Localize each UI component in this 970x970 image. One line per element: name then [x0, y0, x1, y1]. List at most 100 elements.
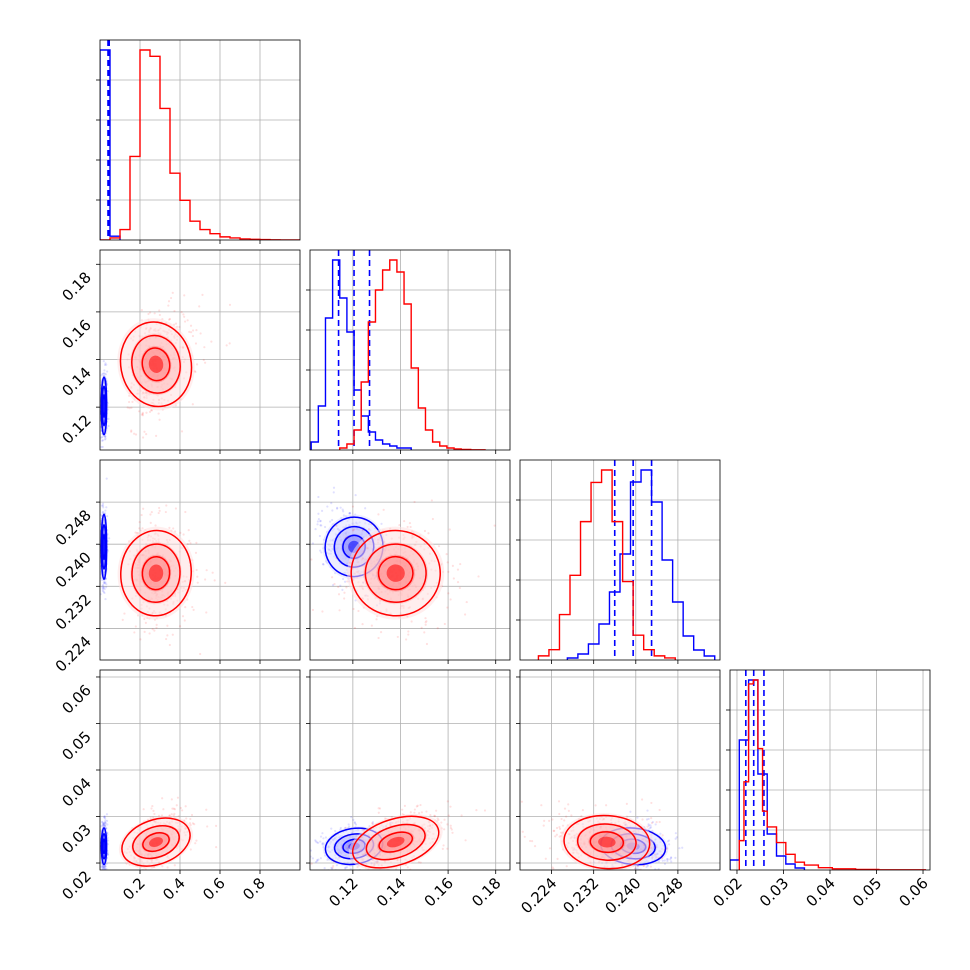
scatter-point — [346, 847, 349, 850]
scatter-point — [314, 840, 318, 843]
scatter-point — [198, 305, 201, 308]
scatter-point — [187, 529, 190, 532]
scatter-point — [144, 868, 147, 870]
scatter-point — [451, 564, 454, 567]
scatter-point — [104, 873, 106, 875]
scatter-point — [104, 509, 107, 512]
scatter-point — [102, 865, 105, 869]
scatter-point — [106, 823, 109, 826]
scatter-point — [675, 836, 678, 839]
scatter-point — [189, 848, 192, 851]
scatter-point — [341, 846, 344, 849]
scatter-point — [317, 518, 320, 521]
scatter-point — [149, 311, 152, 314]
scatter-point — [196, 581, 199, 584]
scatter-point — [663, 859, 666, 862]
scatter-point — [346, 580, 349, 583]
scatter-point — [186, 319, 189, 322]
scatter-point — [104, 597, 107, 601]
hist-step — [566, 469, 716, 660]
y-tick-label: 0.224 — [52, 633, 95, 676]
scatter-point — [101, 820, 104, 823]
scatter-point — [344, 826, 347, 829]
scatter-point — [177, 815, 180, 818]
scatter-point — [105, 813, 109, 816]
scatter-point — [101, 439, 105, 442]
scatter-point — [407, 630, 410, 633]
x-tick-label: 0.18 — [468, 874, 504, 910]
scatter-point — [319, 840, 322, 843]
scatter-point — [103, 867, 106, 870]
scatter-point — [324, 836, 328, 839]
scatter-point — [161, 865, 164, 868]
scatter-point — [174, 322, 178, 325]
scatter-point — [128, 875, 130, 877]
scatter-point — [191, 605, 194, 609]
scatter-point — [103, 363, 107, 366]
scatter-point — [195, 839, 198, 842]
scatter-point — [433, 814, 436, 817]
scatter-point — [425, 642, 429, 646]
scatter-point — [320, 551, 323, 554]
scatter-point — [348, 512, 352, 515]
scatter-point — [174, 507, 178, 510]
x-tick-label: 0.03 — [756, 874, 792, 910]
scatter-point — [165, 504, 168, 507]
scatter-point — [182, 533, 185, 536]
scatter-point — [153, 629, 156, 632]
scatter-point — [435, 809, 438, 812]
scatter-point — [424, 623, 427, 626]
scatter-point — [105, 827, 108, 830]
scatter-point — [102, 586, 105, 589]
scatter-point — [565, 815, 568, 818]
scatter-point — [345, 586, 348, 589]
scatter-point — [322, 837, 325, 840]
scatter-point — [150, 807, 153, 810]
scatter-point — [289, 872, 291, 874]
scatter-point — [647, 823, 650, 826]
scatter-point — [666, 858, 669, 861]
scatter-point — [194, 842, 197, 845]
scatter-point — [379, 631, 383, 634]
scatter-point — [150, 409, 154, 412]
scatter-point — [445, 553, 448, 556]
scatter-point — [189, 542, 192, 545]
scatter-point — [403, 804, 407, 807]
scatter-point — [344, 867, 347, 870]
scatter-point — [147, 312, 150, 316]
density-shade — [386, 564, 405, 582]
scatter-point — [401, 808, 404, 811]
scatter-point — [138, 521, 141, 524]
scatter-point — [190, 331, 193, 334]
hist-content — [730, 670, 927, 870]
scatter-point — [205, 611, 208, 614]
density-shade — [149, 837, 163, 847]
scatter-point — [101, 445, 104, 449]
scatter-point — [168, 526, 171, 529]
scatter-point — [670, 856, 673, 860]
scatter-point — [101, 439, 104, 442]
scatter-point — [134, 625, 137, 628]
scatter-point — [409, 811, 412, 814]
scatter-point — [102, 581, 105, 584]
scatter-point — [143, 877, 145, 879]
scatter-point — [125, 877, 127, 879]
scatter-point — [314, 860, 318, 864]
scatter-point — [401, 813, 404, 816]
scatter-point — [183, 619, 186, 622]
scatter-point — [548, 819, 551, 823]
scatter-point — [205, 808, 208, 811]
scatter-point — [446, 561, 449, 564]
scatter-point — [338, 856, 341, 859]
scatter-point — [168, 317, 172, 321]
scatter-point — [560, 817, 563, 821]
scatter-point — [108, 537, 111, 540]
x-tick-label: 0.6 — [199, 874, 229, 904]
x-tick-label: 0.2 — [119, 874, 149, 904]
panel-frame — [729, 669, 931, 871]
contour-line — [378, 831, 414, 853]
scatter-point — [341, 588, 344, 591]
panel-frame — [99, 459, 301, 661]
scatter-point — [365, 879, 367, 881]
scatter-point — [405, 638, 408, 641]
